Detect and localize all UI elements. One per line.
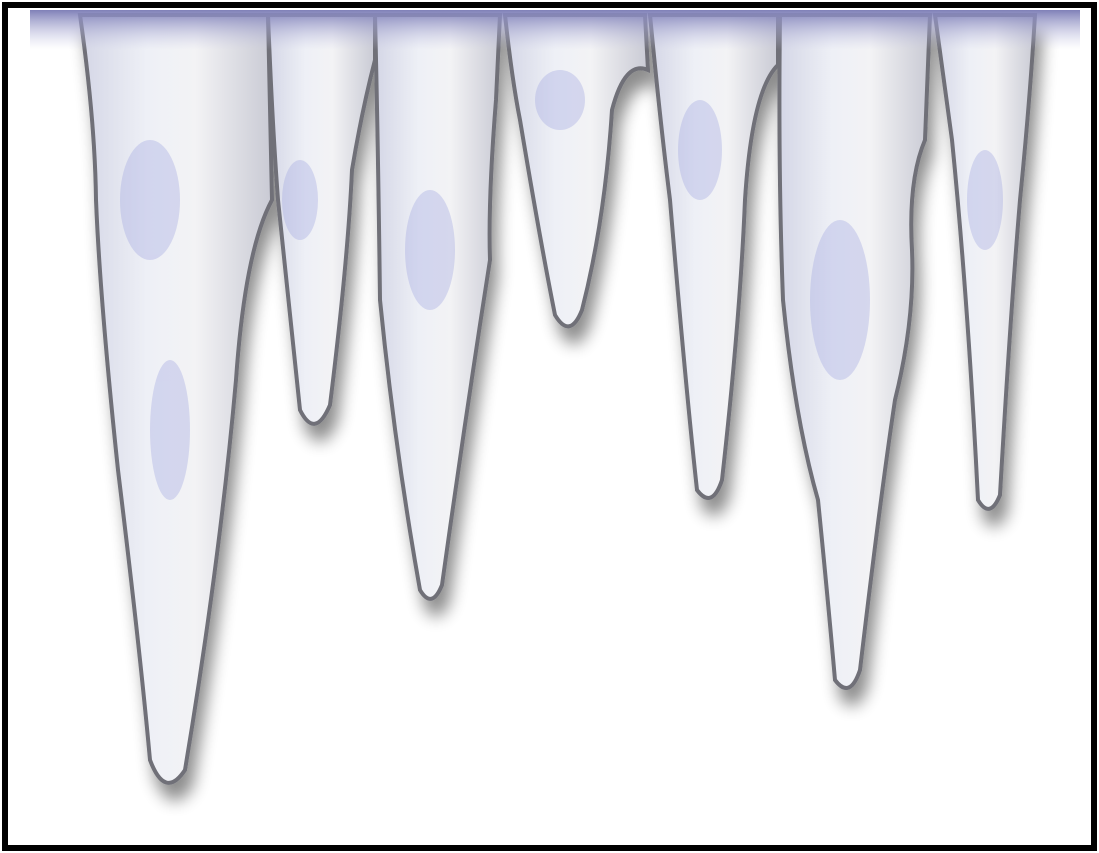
- top-band: [30, 10, 1080, 50]
- page: [0, 0, 1099, 853]
- icicle-image: [0, 0, 1099, 853]
